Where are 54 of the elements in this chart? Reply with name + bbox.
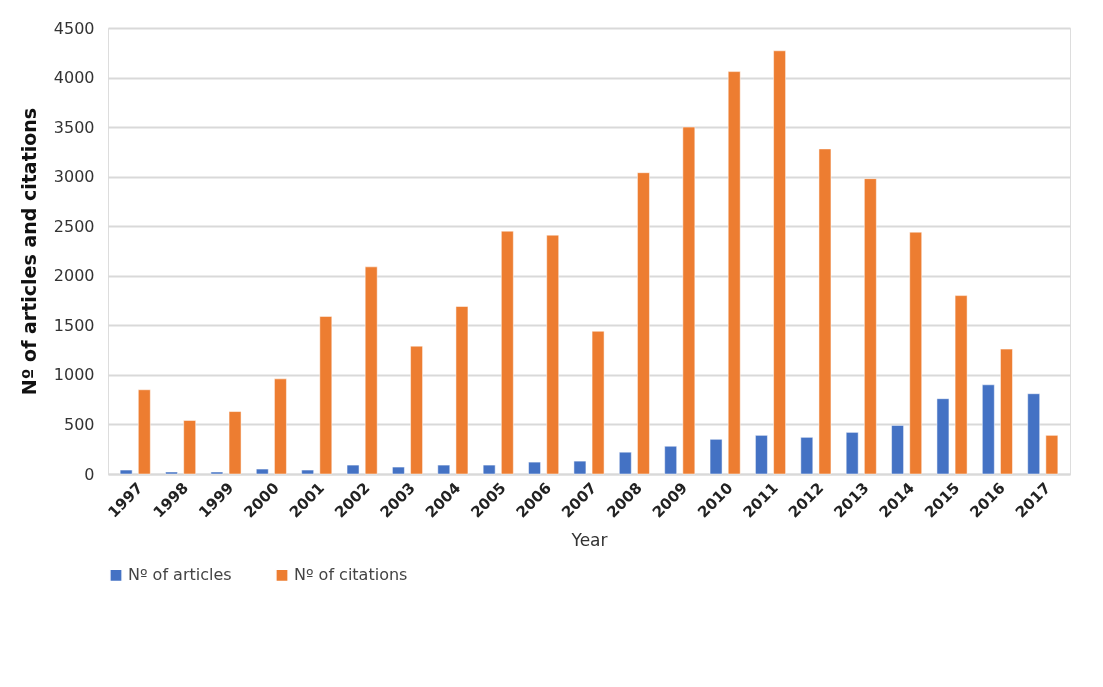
bar — [546, 234, 559, 475]
y-tick-label: 3000 — [53, 167, 95, 187]
bar — [755, 435, 768, 475]
bar — [301, 469, 314, 475]
bar — [709, 439, 723, 475]
bar — [619, 451, 632, 475]
bar — [818, 148, 832, 475]
bar — [482, 464, 496, 475]
y-tick-label: 0 — [84, 464, 95, 484]
bar — [1000, 348, 1013, 475]
bar — [845, 432, 859, 475]
bar — [573, 460, 587, 475]
bar — [528, 461, 541, 475]
bar — [183, 420, 196, 475]
bar — [228, 411, 242, 475]
y-tick-label: 500 — [63, 414, 95, 434]
y-tick-label: 4000 — [53, 68, 95, 88]
bar — [591, 331, 605, 475]
y-tick-label: 3500 — [53, 117, 95, 137]
bar — [800, 437, 814, 475]
bar — [864, 178, 877, 475]
legend-label: Nº of articles — [128, 565, 232, 585]
bar — [119, 469, 133, 475]
y-axis-title: Nº of articles and citations — [17, 107, 40, 396]
bar — [1045, 435, 1059, 475]
bar — [501, 230, 514, 475]
bar — [1027, 393, 1040, 475]
bar — [346, 464, 360, 475]
bar — [138, 389, 151, 475]
bar — [664, 446, 677, 475]
bar — [319, 316, 333, 475]
y-tick-label: 4500 — [53, 18, 95, 38]
y-tick-label: 2000 — [53, 266, 95, 286]
bar — [682, 126, 696, 475]
bar — [909, 231, 922, 475]
bar — [891, 425, 904, 475]
bar — [455, 306, 469, 475]
bar — [637, 172, 650, 475]
bar — [954, 295, 968, 475]
bar — [982, 384, 995, 475]
bar — [256, 468, 269, 475]
x-axis-title: Year — [570, 529, 608, 550]
y-tick-label: 1000 — [53, 365, 95, 385]
y-tick-label: 1500 — [53, 315, 95, 335]
bar — [773, 50, 786, 475]
legend-label: Nº of citations — [294, 565, 408, 585]
bar — [437, 464, 451, 475]
bar — [274, 378, 287, 475]
bar — [364, 266, 378, 475]
bar — [936, 398, 950, 475]
y-tick-label: 2500 — [53, 216, 95, 236]
bar — [392, 466, 405, 475]
bar — [727, 71, 741, 475]
bar — [410, 345, 423, 475]
